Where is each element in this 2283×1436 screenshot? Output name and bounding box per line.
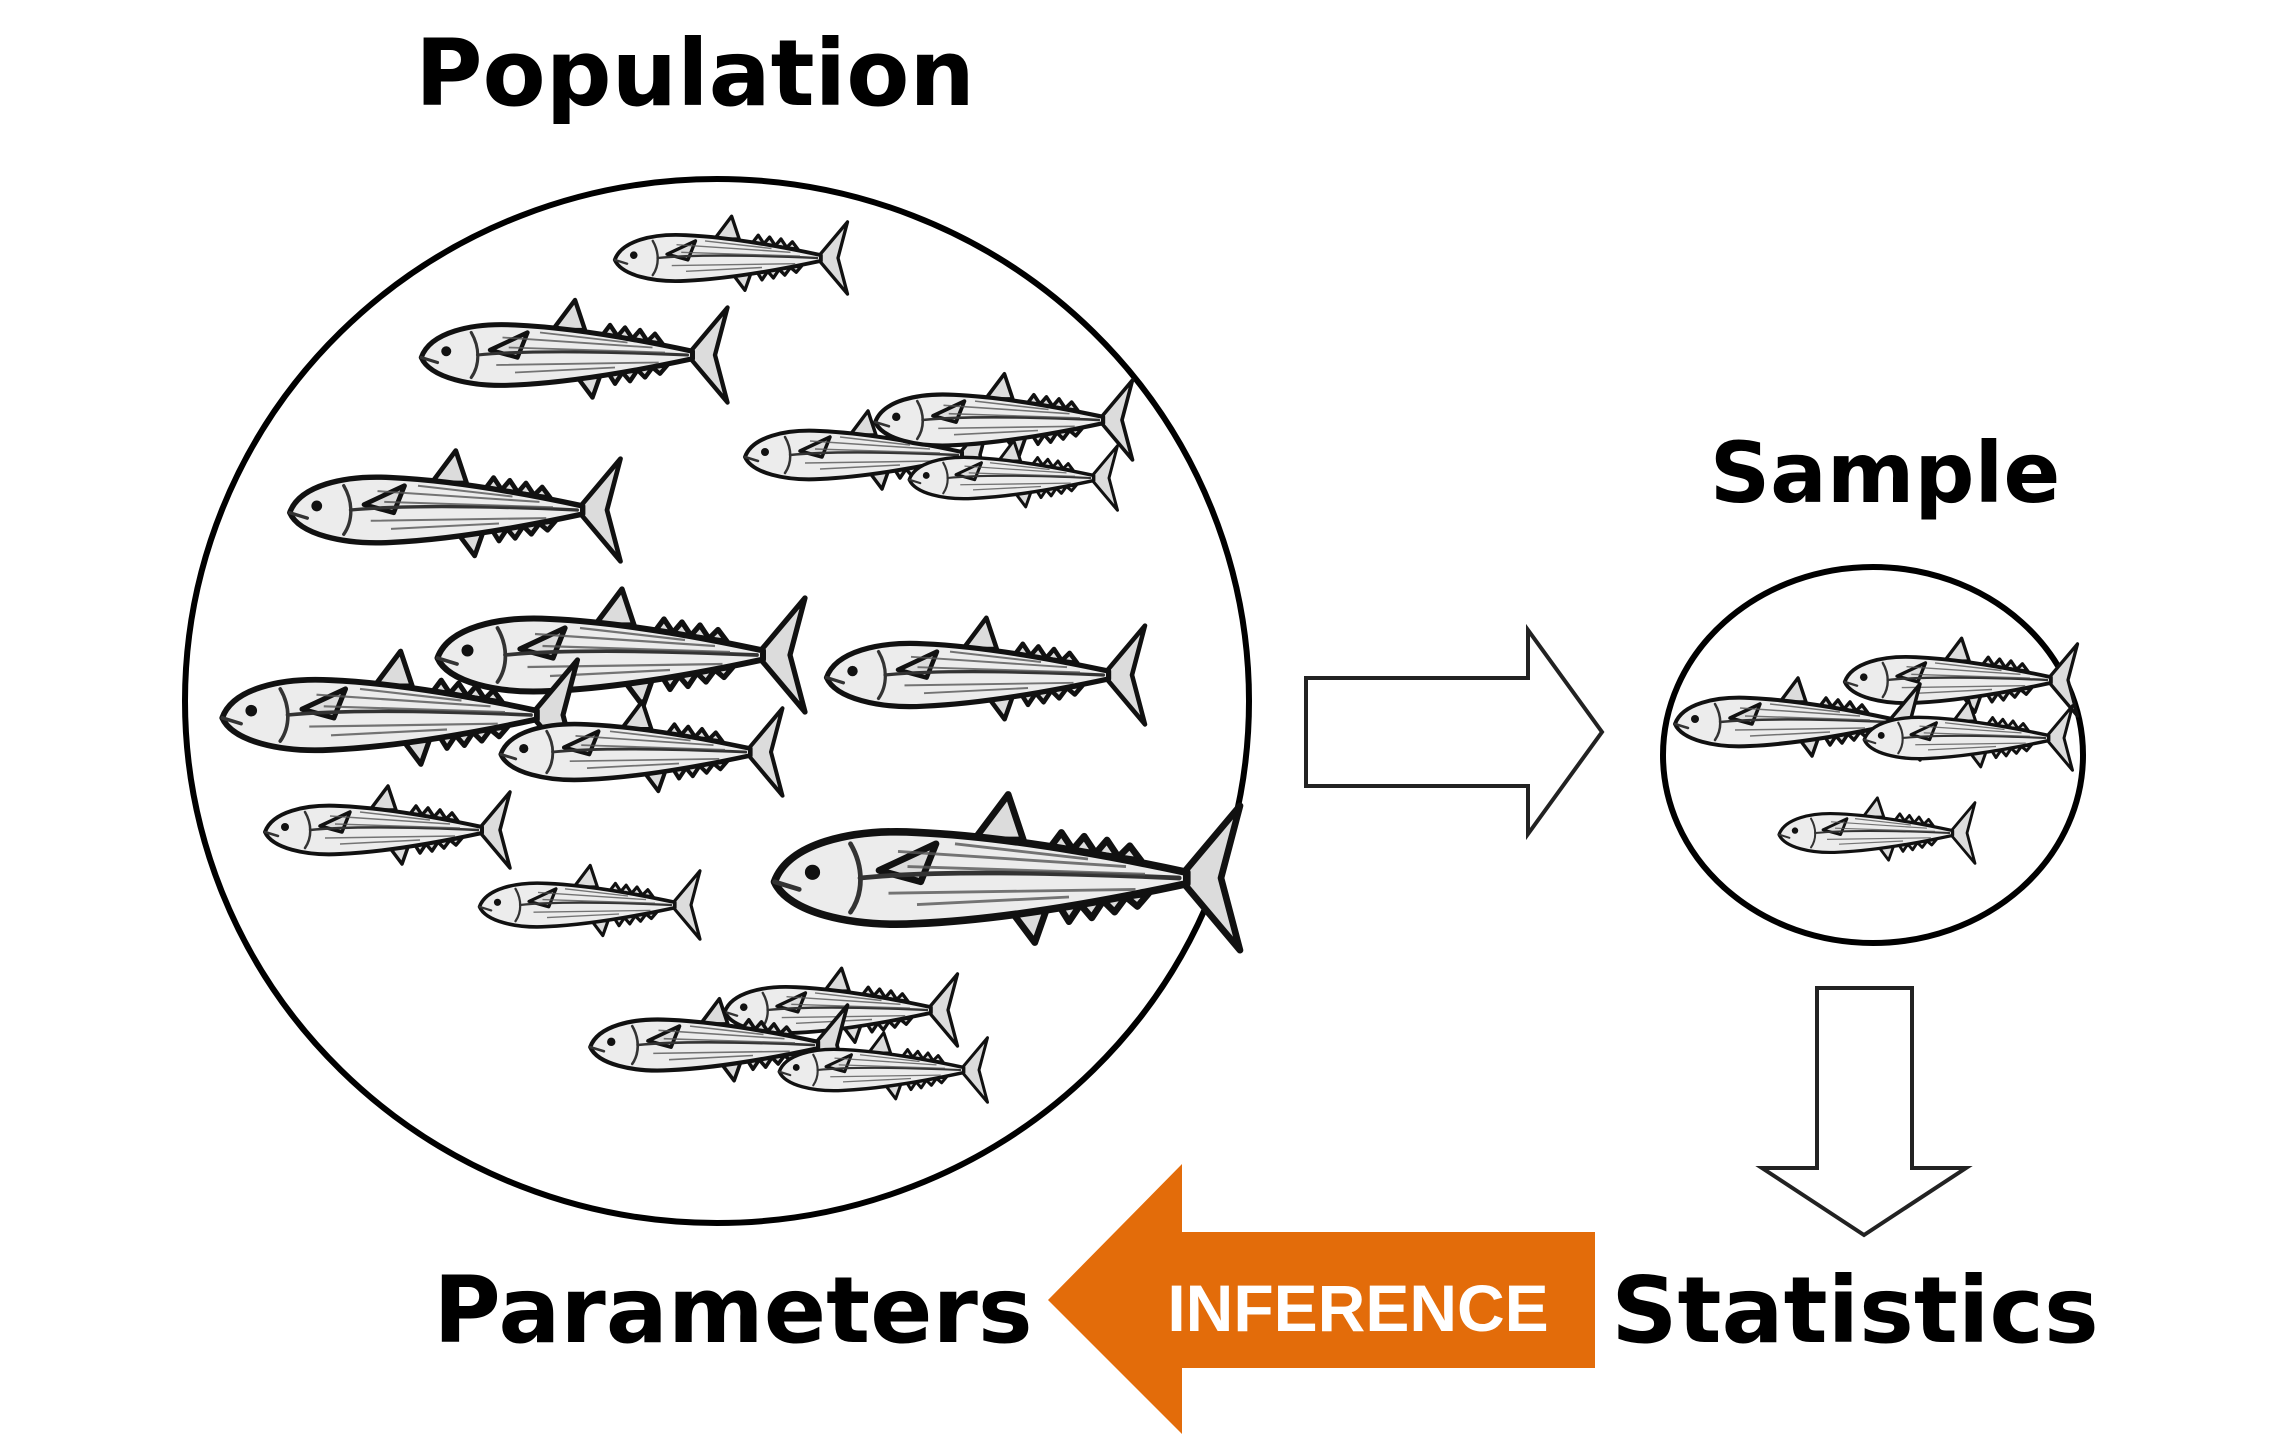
fish-icon [612,214,850,297]
fish-icon [421,300,727,403]
fish-icon [263,784,512,870]
population-label: Population [415,20,975,127]
fish-icon [290,451,621,562]
sample-circle [1660,564,2086,946]
fish-icon [1777,796,1977,866]
fish-icon [827,618,1146,725]
fish-icon [1842,636,2080,718]
hollow-down-arrow-icon [1755,986,1973,1238]
sample-label: Sample [1710,424,2061,522]
parameters-label: Parameters [433,1257,1032,1364]
sample-school [1673,636,2080,866]
fish-icon [775,794,1241,950]
inference-label: INFERENCE [1167,1271,1548,1345]
inference-left-arrow-icon: INFERENCE [1048,1164,1595,1434]
population-circle [182,176,1252,1226]
hollow-right-arrow-icon [1304,623,1605,841]
statistics-label: Statistics [1611,1257,2098,1364]
fish-icon [477,863,702,942]
population-school [222,214,1241,1105]
